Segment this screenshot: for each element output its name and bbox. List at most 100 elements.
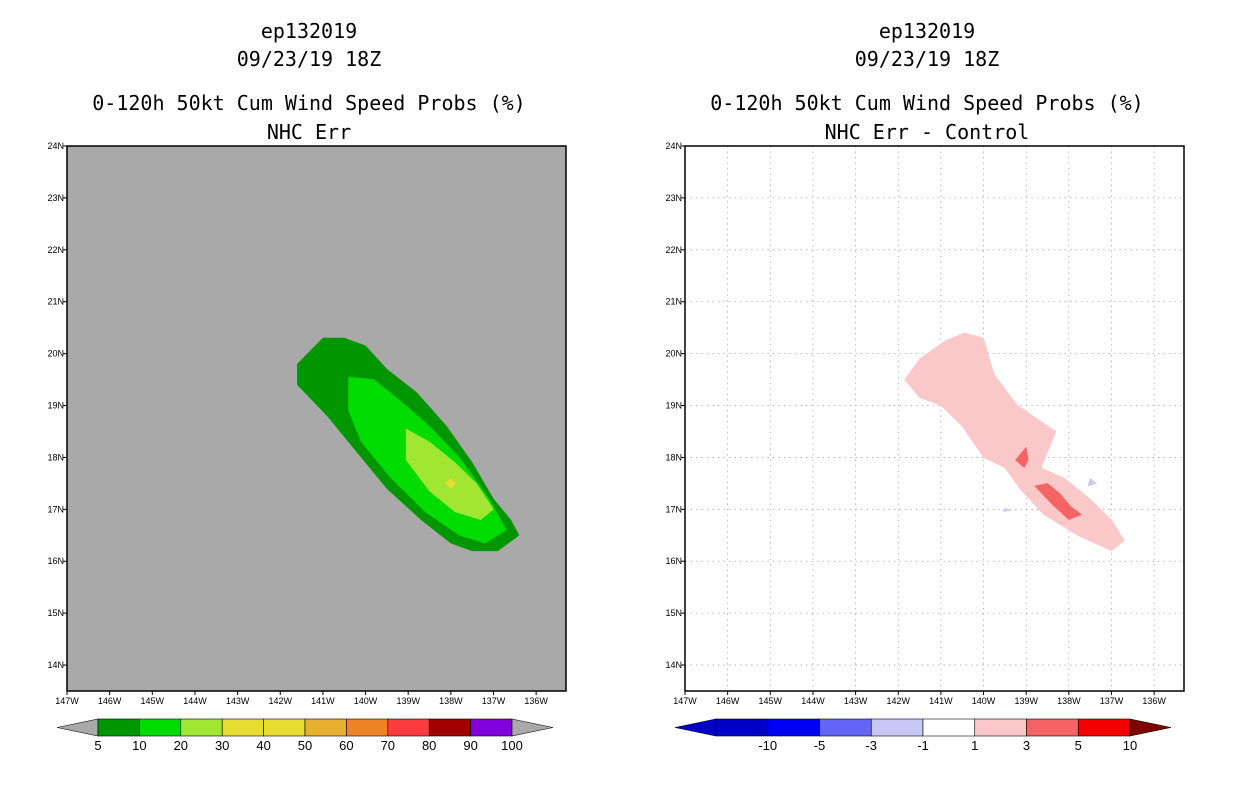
colorbar-label: 60 — [339, 738, 353, 753]
colorbar-swatch — [346, 718, 389, 737]
x-tick-label: 136W — [1142, 696, 1166, 706]
colorbar-label: 100 — [501, 738, 523, 753]
x-tick-label: 139W — [396, 696, 420, 706]
colorbar-swatch — [180, 718, 223, 737]
x-tick-label: 143W — [226, 696, 250, 706]
chart-title-line-2: 09/23/19 18Z — [237, 47, 382, 71]
contour-3-5-2 — [1015, 446, 1029, 469]
x-tick-label: 137W — [1100, 696, 1124, 706]
x-tick-label: 144W — [801, 696, 825, 706]
colorbar-label: 50 — [298, 738, 312, 753]
colorbar-label: 3 — [1023, 738, 1030, 753]
colorbar-swatch — [387, 718, 430, 737]
colorbar-swatch — [97, 718, 140, 737]
colorbar-label: 30 — [215, 738, 229, 753]
contour--3-1-4 — [1002, 508, 1012, 512]
colorbar-under-arrow — [674, 718, 717, 737]
colorbar-label: -5 — [814, 738, 826, 753]
colorbar-label: 5 — [1075, 738, 1082, 753]
x-tick-label: 145W — [759, 696, 783, 706]
chart-panel-1: ep132019 09/23/19 18Z 0-120h 50kt Cum Wind… — [47, 19, 567, 753]
colorbar-label: 20 — [174, 738, 188, 753]
chart-title-line-2: 09/23/19 18Z — [855, 47, 1000, 71]
x-tick-label: 144W — [183, 696, 207, 706]
chart-title-line-3: 0-120h 50kt Cum Wind Speed Probs (%) — [92, 91, 525, 115]
colorbar-swatch — [870, 718, 924, 737]
y-tick-label: 21N — [665, 297, 682, 307]
y-tick-label: 24N — [665, 141, 682, 151]
plot-frame — [684, 145, 1185, 692]
contour--3-1-3 — [1087, 477, 1098, 487]
y-tick-label: 18N — [665, 452, 682, 462]
y-tick-label: 19N — [665, 401, 682, 411]
y-tick-label: 21N — [47, 297, 64, 307]
y-tick-label: 20N — [47, 349, 64, 359]
colorbar-swatch — [819, 718, 872, 737]
y-tick-label: 16N — [665, 556, 682, 566]
contour-1-3-0 — [904, 332, 1125, 552]
colorbar-label: 70 — [381, 738, 395, 753]
colorbar-swatch — [715, 718, 769, 737]
x-tick-label: 147W — [673, 696, 697, 706]
colorbar-label: 5 — [94, 738, 101, 753]
colorbar-swatch — [428, 718, 471, 737]
x-tick-label: 146W — [716, 696, 740, 706]
y-tick-label: 14N — [665, 660, 682, 670]
chart-title-line-3: 0-120h 50kt Cum Wind Speed Probs (%) — [710, 91, 1143, 115]
colorbar-swatch — [922, 718, 976, 737]
colorbar-swatch — [1077, 718, 1131, 737]
chart-panel-2: ep132019 09/23/19 18Z 0-120h 50kt Cum Wind… — [665, 19, 1185, 753]
y-tick-label: 24N — [47, 141, 64, 151]
y-tick-label: 23N — [47, 193, 64, 203]
chart-title-line-4: NHC Err - Control — [825, 120, 1030, 144]
y-tick-label: 18N — [47, 452, 64, 462]
x-tick-label: 140W — [354, 696, 378, 706]
colorbar-label: 40 — [256, 738, 270, 753]
colorbar-swatch — [139, 718, 182, 737]
colorbar-over-arrow — [1129, 718, 1172, 737]
y-tick-label: 22N — [665, 245, 682, 255]
contour-20-30-2 — [405, 428, 494, 520]
y-tick-label: 17N — [665, 504, 682, 514]
x-tick-label: 142W — [268, 696, 292, 706]
x-tick-label: 137W — [482, 696, 506, 706]
chart-title-line-4: NHC Err — [267, 120, 351, 144]
colorbar-swatch — [221, 718, 264, 737]
colorbar-label: 90 — [463, 738, 477, 753]
x-tick-label: 145W — [141, 696, 165, 706]
y-tick-label: 15N — [47, 608, 64, 618]
x-tick-label: 146W — [98, 696, 122, 706]
x-tick-label: 140W — [972, 696, 996, 706]
x-tick-label: 138W — [1057, 696, 1081, 706]
y-tick-label: 20N — [665, 349, 682, 359]
x-tick-label: 142W — [886, 696, 910, 706]
colorbar-swatch — [304, 718, 347, 737]
plot-background — [67, 146, 566, 691]
colorbar-label: -10 — [758, 738, 777, 753]
x-tick-label: 141W — [929, 696, 953, 706]
colorbar-swatch — [767, 718, 820, 737]
x-tick-label: 139W — [1014, 696, 1038, 706]
colorbar-swatch — [974, 718, 1027, 737]
colorbar-label: -3 — [865, 738, 877, 753]
colorbar: -10 -5 -3 -1 1 3 5 10 — [674, 718, 1172, 753]
y-tick-label: 22N — [47, 245, 64, 255]
x-tick-label: 147W — [55, 696, 79, 706]
chart-title-line-1: ep132019 — [879, 19, 975, 43]
colorbar: 5 10 20 30 40 50 60 70 80 90 100 — [56, 718, 554, 753]
x-tick-label: 138W — [439, 696, 463, 706]
x-tick-label: 143W — [844, 696, 868, 706]
colorbar-swatch — [263, 718, 306, 737]
colorbar-over-arrow — [511, 718, 554, 737]
x-tick-label: 141W — [311, 696, 335, 706]
colorbar-label: 80 — [422, 738, 436, 753]
colorbar-label: 10 — [1123, 738, 1137, 753]
colorbar-label: -1 — [917, 738, 929, 753]
colorbar-swatch — [1026, 718, 1079, 737]
y-tick-label: 16N — [47, 556, 64, 566]
y-tick-label: 15N — [665, 608, 682, 618]
chart-title-line-1: ep132019 — [261, 19, 357, 43]
y-tick-label: 19N — [47, 401, 64, 411]
x-tick-label: 136W — [524, 696, 548, 706]
